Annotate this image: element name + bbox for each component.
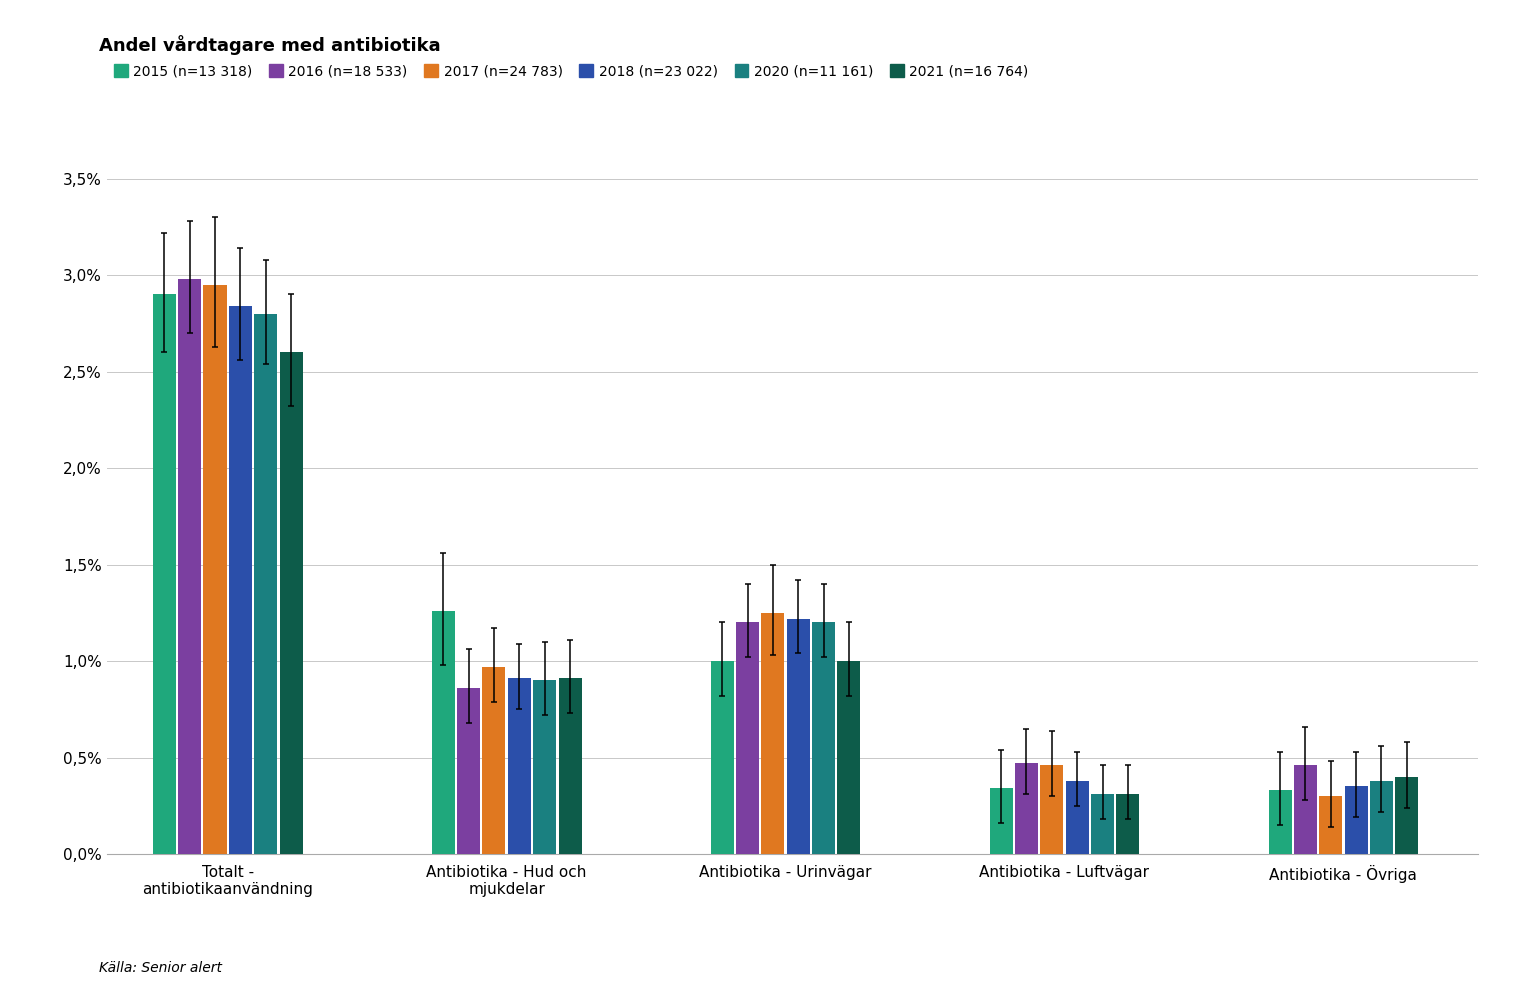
Bar <box>483 667 506 854</box>
Bar <box>710 661 733 854</box>
Text: Källa: Senior alert: Källa: Senior alert <box>99 961 223 975</box>
Bar <box>786 619 809 854</box>
Bar <box>152 295 175 854</box>
Bar <box>255 314 277 854</box>
Bar <box>989 788 1012 854</box>
Bar <box>558 678 582 854</box>
Bar <box>1396 777 1419 854</box>
Bar <box>204 285 227 854</box>
Bar <box>1117 794 1140 854</box>
Bar <box>431 611 454 854</box>
Text: Andel vårdtagare med antibiotika: Andel vårdtagare med antibiotika <box>99 35 440 55</box>
Bar <box>1320 796 1343 854</box>
Bar <box>279 353 303 854</box>
Bar <box>762 613 785 854</box>
Bar <box>736 623 759 854</box>
Bar <box>837 661 861 854</box>
Bar <box>1041 766 1064 854</box>
Bar <box>1065 780 1088 854</box>
Bar <box>1344 786 1367 854</box>
Legend: 2015 (n=13 318), 2016 (n=18 533), 2017 (n=24 783), 2018 (n=23 022), 2020 (n=11 1: 2015 (n=13 318), 2016 (n=18 533), 2017 (… <box>114 65 1029 78</box>
Bar <box>812 623 835 854</box>
Bar <box>1370 780 1393 854</box>
Bar <box>229 306 251 854</box>
Bar <box>1015 764 1038 854</box>
Bar <box>178 279 201 854</box>
Bar <box>1268 790 1291 854</box>
Bar <box>457 688 480 854</box>
Bar <box>1294 766 1317 854</box>
Bar <box>533 680 556 854</box>
Bar <box>1091 794 1114 854</box>
Bar <box>507 678 530 854</box>
